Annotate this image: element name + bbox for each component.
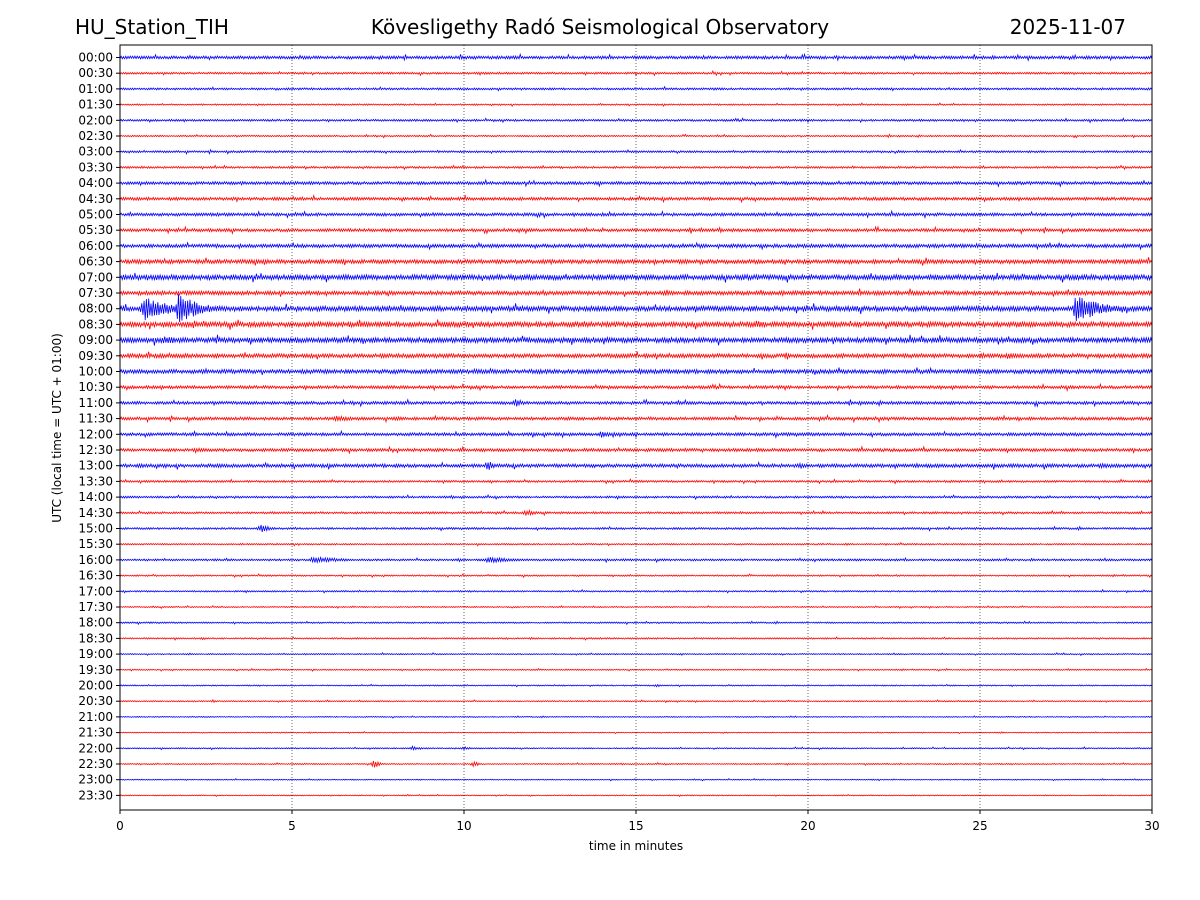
- y-tick-label: 15:30: [78, 537, 113, 551]
- trace-0030: [119, 69, 1153, 77]
- y-tick-label: 05:30: [78, 223, 113, 237]
- trace-1600: [119, 555, 1153, 564]
- trace-2200: [119, 745, 1153, 751]
- y-tick-label: 01:00: [78, 82, 113, 96]
- x-tick-label: 30: [1144, 819, 1159, 833]
- y-tick-label: 10:30: [78, 380, 113, 394]
- trace-1500: [119, 524, 1153, 533]
- trace-0800: [119, 294, 1153, 322]
- y-tick-label: 17:00: [78, 584, 113, 598]
- y-tick-label: 18:30: [78, 631, 113, 645]
- y-tick-label: 21:30: [78, 726, 113, 740]
- y-tick-label: 13:30: [78, 474, 113, 488]
- y-tick-label: 11:00: [78, 396, 113, 410]
- trace-0000: [119, 52, 1153, 62]
- y-axis-title: UTC (local time = UTC + 01:00): [50, 333, 64, 523]
- y-tick-label: 00:30: [78, 66, 113, 80]
- y-tick-label: 11:30: [78, 412, 113, 426]
- x-axis-title: time in minutes: [589, 839, 683, 853]
- y-tick-label: 06:30: [78, 255, 113, 269]
- trace-0630: [119, 257, 1153, 267]
- x-tick-label: 25: [972, 819, 987, 833]
- trace-2030: [119, 698, 1153, 704]
- trace-1530: [119, 541, 1153, 547]
- y-tick-label: 01:30: [78, 98, 113, 112]
- y-tick-label: 21:00: [78, 710, 113, 724]
- trace-1300: [119, 461, 1153, 471]
- y-tick-label: 19:00: [78, 647, 113, 661]
- y-tick-label: 23:30: [78, 788, 113, 802]
- y-tick-label: 07:00: [78, 270, 113, 284]
- y-tick-label: 16:30: [78, 569, 113, 583]
- y-tick-label: 13:00: [78, 459, 113, 473]
- y-tick-label: 03:30: [78, 160, 113, 174]
- y-tick-label: 19:30: [78, 663, 113, 677]
- trace-0230: [119, 133, 1153, 139]
- x-tick-label: 20: [800, 819, 815, 833]
- x-tick-label: 15: [628, 819, 643, 833]
- y-tick-label: 03:00: [78, 145, 113, 159]
- y-tick-label: 08:30: [78, 317, 113, 331]
- y-tick-label: 07:30: [78, 286, 113, 300]
- x-tick-label: 0: [116, 819, 124, 833]
- y-tick-label: 22:30: [78, 757, 113, 771]
- y-tick-label: 02:30: [78, 129, 113, 143]
- y-tick-label: 09:00: [78, 333, 113, 347]
- y-tick-label: 04:00: [78, 176, 113, 190]
- y-tick-label: 10:00: [78, 365, 113, 379]
- y-tick-label: 18:00: [78, 616, 113, 630]
- x-tick-label: 10: [456, 819, 471, 833]
- trace-0400: [119, 178, 1153, 188]
- y-tick-label: 14:30: [78, 506, 113, 520]
- y-tick-label: 05:00: [78, 208, 113, 222]
- y-tick-label: 00:00: [78, 51, 113, 65]
- y-tick-label: 06:00: [78, 239, 113, 253]
- trace-1330: [119, 478, 1153, 485]
- y-tick-label: 14:00: [78, 490, 113, 504]
- trace-2230: [119, 760, 1153, 768]
- record-date: 2025-11-07: [1009, 15, 1126, 39]
- x-tick-label: 5: [288, 819, 296, 833]
- trace-1100: [119, 398, 1153, 408]
- trace-1930: [119, 667, 1153, 672]
- trace-0700: [119, 272, 1153, 283]
- trace-0730: [119, 288, 1153, 298]
- y-tick-label: 16:00: [78, 553, 113, 567]
- y-tick-label: 08:00: [78, 302, 113, 316]
- trace-0300: [119, 148, 1153, 155]
- y-tick-label: 20:30: [78, 694, 113, 708]
- chart-title: Kövesligethy Radó Seismological Observat…: [370, 15, 830, 39]
- y-tick-label: 09:30: [78, 349, 113, 363]
- trace-1730: [119, 604, 1153, 610]
- y-tick-label: 20:00: [78, 679, 113, 693]
- trace-0530: [119, 225, 1153, 235]
- trace-0430: [119, 194, 1153, 204]
- station-name: HU_Station_TIH: [75, 15, 229, 39]
- y-tick-label: 12:00: [78, 427, 113, 441]
- trace-0930: [119, 351, 1153, 360]
- y-tick-label: 17:30: [78, 600, 113, 614]
- trace-2000: [119, 683, 1153, 688]
- x-axis: 0 5 10 15 20 25 30: [116, 810, 1160, 833]
- y-tick-label: 22:00: [78, 741, 113, 755]
- trace-0100: [119, 85, 1153, 92]
- grid-lines: [291, 45, 981, 810]
- trace-1400: [119, 493, 1153, 501]
- y-tick-label: 04:30: [78, 192, 113, 206]
- trace-1000: [119, 366, 1153, 376]
- trace-0500: [119, 209, 1153, 219]
- y-tick-label: 12:30: [78, 443, 113, 457]
- y-tick-label: 15:00: [78, 522, 113, 536]
- trace-0830: [119, 319, 1153, 330]
- y-tick-label: 02:00: [78, 113, 113, 127]
- y-tick-label: 23:00: [78, 773, 113, 787]
- trace-1800: [119, 620, 1153, 626]
